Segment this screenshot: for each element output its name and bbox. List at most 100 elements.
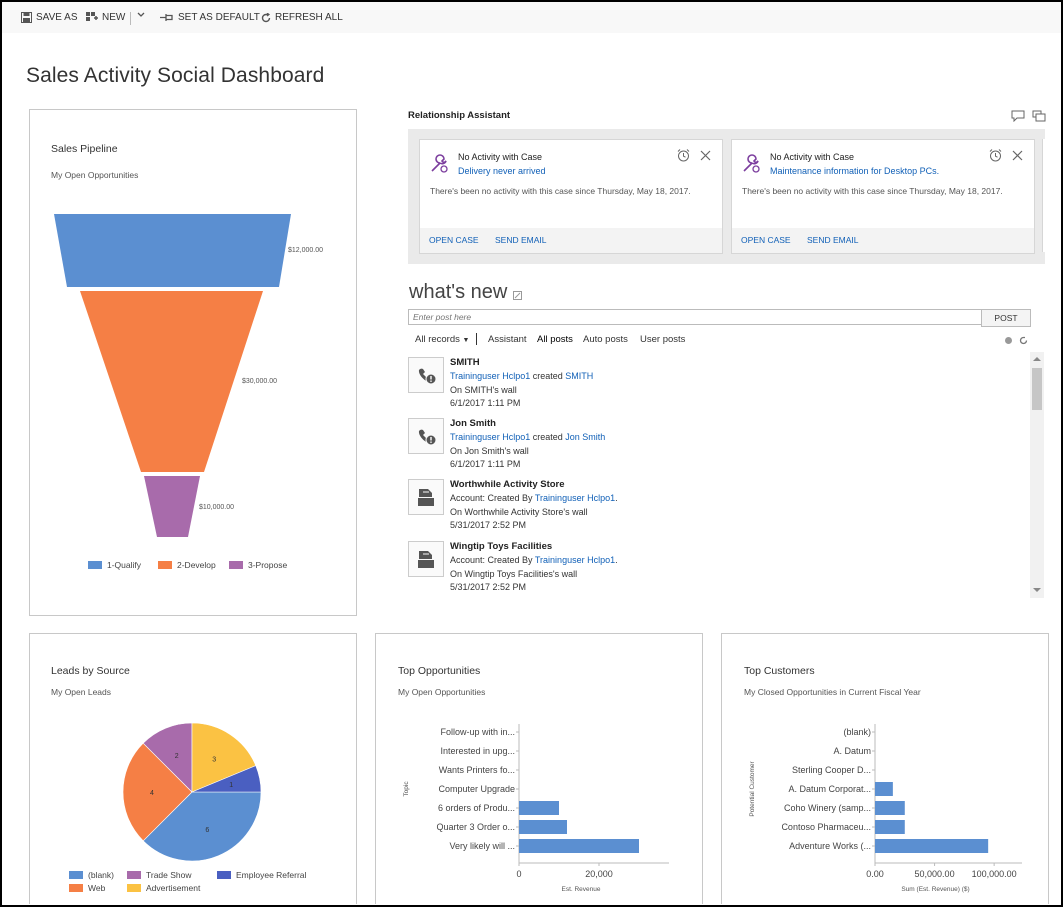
card-heading: No Activity with Case	[458, 152, 543, 162]
post-button[interactable]: POST	[981, 309, 1031, 327]
dashboard-selector-chevron-icon[interactable]: ⌄	[315, 73, 325, 85]
post-input[interactable]	[408, 309, 986, 325]
post-suffix: .	[615, 493, 618, 503]
chat-icon[interactable]	[1011, 110, 1025, 122]
refresh-feed-icon[interactable]	[1019, 336, 1028, 345]
x-tick-label: 50,000.00	[915, 869, 955, 879]
post-summary: Traininguser Hclpo1 created Jon Smith	[450, 432, 605, 442]
category-tick-label: Adventure Works (...	[789, 841, 871, 851]
legend-item-trade-show[interactable]: Trade Show	[127, 870, 192, 880]
user-link[interactable]: Traininguser Hclpo1	[534, 493, 616, 503]
user-link[interactable]: Traininguser Hclpo1	[450, 371, 531, 381]
card-body: There's been no activity with this case …	[430, 186, 691, 196]
set-as-default-button[interactable]: SET AS DEFAULT	[160, 12, 260, 23]
account-icon	[408, 479, 444, 515]
post-verb: created	[530, 371, 566, 381]
snooze-clock-icon[interactable]	[677, 149, 690, 162]
phone-alert-icon	[408, 418, 444, 454]
legend-item-advertisement[interactable]: Advertisement	[127, 883, 200, 893]
top-customers-bar-chart: (blank) A. Datum Sterling Cooper D... A. Da…	[749, 724, 1022, 893]
top-opportunities-panel: Top Opportunities My Open Opportunities …	[375, 633, 703, 904]
relationship-assistant-cards: No Activity with Case Delivery never arr…	[408, 129, 1046, 264]
toolbar-separator	[130, 12, 131, 25]
legend-item-web[interactable]: Web	[69, 883, 105, 893]
funnel-segment-propose[interactable]	[144, 476, 200, 537]
open-case-button[interactable]: OPEN CASE	[429, 235, 479, 245]
funnel-segment-qualify[interactable]	[54, 214, 291, 287]
legend-item-develop[interactable]: 2-Develop	[158, 560, 216, 570]
post-title: Jon Smith	[450, 418, 496, 429]
new-button[interactable]: NEW	[86, 12, 125, 23]
filter-user-posts[interactable]: User posts	[640, 334, 686, 345]
post-timestamp: 5/31/2017 2:52 PM	[450, 582, 527, 592]
user-link[interactable]: Traininguser Hclpo1	[450, 432, 531, 442]
refresh-all-button[interactable]: REFRESH ALL	[261, 12, 343, 23]
next-card-edge	[1042, 139, 1046, 252]
save-as-label: SAVE AS	[36, 12, 78, 23]
all-records-filter[interactable]: All records ▼	[415, 334, 469, 345]
pie-slice-web[interactable]	[122, 742, 193, 842]
bar[interactable]	[875, 839, 989, 853]
y-axis-title: Potential Customer	[749, 761, 756, 817]
assistant-card[interactable]: No Activity with Case Maintenance inform…	[731, 139, 1035, 254]
card-case-link[interactable]: Delivery never arrived	[458, 166, 546, 176]
assistant-card[interactable]: No Activity with Case Delivery never arr…	[419, 139, 723, 254]
leads-title: Leads by Source	[51, 665, 130, 677]
filter-all-posts[interactable]: All posts	[537, 334, 573, 345]
user-link[interactable]: Traininguser Hclpo1	[534, 555, 616, 565]
filter-auto-posts[interactable]: Auto posts	[583, 334, 628, 345]
scroll-down-arrow-icon[interactable]	[1033, 587, 1041, 593]
bar[interactable]	[519, 801, 559, 815]
pie-slice-blank[interactable]	[142, 791, 262, 862]
cards-view-icon[interactable]	[1032, 110, 1046, 122]
legend-label: (blank)	[88, 870, 114, 880]
pie-slice-advertisement[interactable]	[191, 722, 257, 793]
open-case-button[interactable]: OPEN CASE	[741, 235, 791, 245]
set-as-default-label: SET AS DEFAULT	[178, 12, 260, 23]
leads-pie-chart: 6 4 2 3 1	[122, 722, 262, 862]
filter-assistant[interactable]: Assistant	[488, 334, 527, 345]
send-email-button[interactable]: SEND EMAIL	[495, 235, 547, 245]
send-email-button[interactable]: SEND EMAIL	[807, 235, 859, 245]
new-dropdown-button[interactable]	[137, 12, 145, 18]
record-link[interactable]: SMITH	[565, 371, 594, 381]
scroll-thumb[interactable]	[1032, 368, 1042, 410]
funnel-chart: $12,000.00 $30,000.00 $10,000.00	[54, 214, 323, 537]
case-wrench-icon	[431, 154, 448, 173]
scroll-up-arrow-icon[interactable]	[1033, 356, 1041, 362]
page-title: Sales Activity Social Dashboard	[26, 64, 325, 87]
record-link[interactable]: Jon Smith	[565, 432, 606, 442]
bar[interactable]	[519, 820, 567, 834]
dismiss-close-icon[interactable]	[1012, 150, 1023, 161]
top-customers-subtitle: My Closed Opportunities in Current Fisca…	[744, 687, 921, 697]
save-as-button[interactable]: SAVE AS	[21, 12, 78, 23]
pie-slice-employee-referral[interactable]	[191, 765, 262, 793]
legend-item-qualify[interactable]: 1-Qualify	[88, 560, 141, 570]
pie-value-label: 3	[212, 757, 216, 764]
snooze-clock-icon[interactable]	[989, 149, 1002, 162]
card-case-link[interactable]: Maintenance information for Desktop PCs.	[770, 166, 940, 176]
top-opportunities-title: Top Opportunities	[398, 665, 481, 677]
x-tick-label: 20,000	[585, 869, 613, 879]
bar[interactable]	[875, 801, 905, 815]
case-wrench-icon	[743, 154, 760, 173]
legend-label: 1-Qualify	[107, 560, 142, 570]
top-customers-panel: Top Customers My Closed Opportunities in…	[721, 633, 1049, 904]
refresh-all-label: REFRESH ALL	[275, 12, 343, 23]
popout-icon[interactable]	[513, 291, 522, 300]
x-tick-label: 0	[516, 869, 521, 879]
relationship-assistant-title: Relationship Assistant	[408, 110, 511, 121]
bar[interactable]	[875, 820, 905, 834]
legend-item-propose[interactable]: 3-Propose	[229, 560, 287, 570]
dismiss-close-icon[interactable]	[700, 150, 711, 161]
legend-swatch	[127, 884, 141, 892]
legend-item-employee-referral[interactable]: Employee Referral	[217, 870, 306, 880]
bar[interactable]	[875, 782, 893, 796]
category-tick-label: Wants Printers fo...	[439, 765, 515, 775]
funnel-segment-develop[interactable]	[80, 291, 263, 472]
legend-item-blank[interactable]: (blank)	[69, 870, 114, 880]
feed-scrollbar[interactable]	[1030, 352, 1044, 598]
bar[interactable]	[519, 839, 639, 853]
filter-settings-icon[interactable]	[1004, 336, 1013, 345]
